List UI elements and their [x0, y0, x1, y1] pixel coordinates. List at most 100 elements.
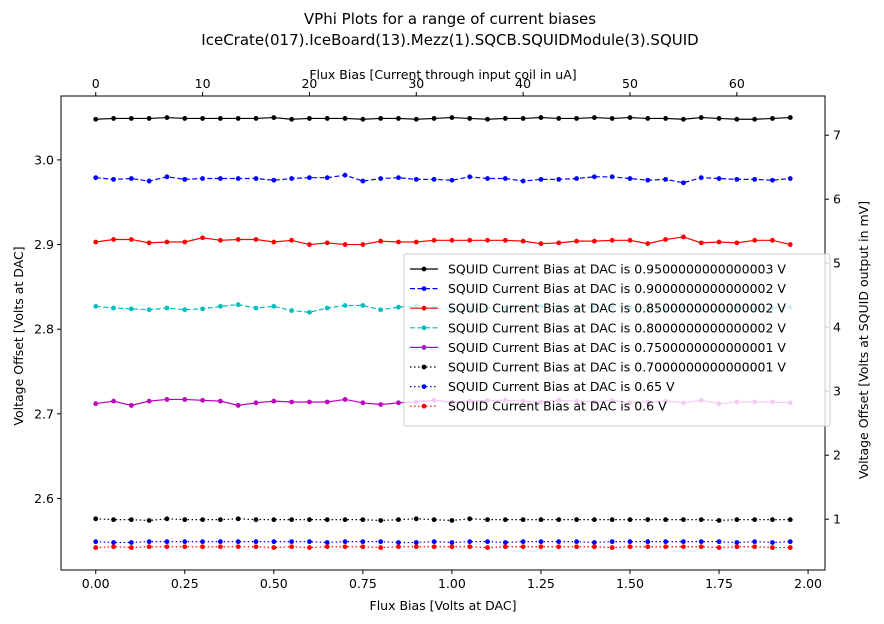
legend-entry: SQUID Current Bias at DAC is 0.800000000…	[410, 320, 786, 335]
x-tick-label: 0.00	[82, 576, 110, 591]
data-point	[324, 175, 330, 181]
data-point	[449, 115, 455, 120]
data-point	[787, 176, 793, 181]
data-point	[467, 116, 473, 121]
data-point	[574, 544, 579, 550]
data-point	[396, 239, 401, 245]
data-point	[645, 177, 651, 183]
data-point	[164, 174, 170, 180]
x2-tick-label: 20	[301, 76, 317, 91]
data-point	[217, 303, 223, 309]
data-point	[716, 239, 722, 245]
data-point	[271, 398, 277, 404]
data-point	[502, 517, 508, 523]
y-tick-label: 2.8	[34, 322, 54, 337]
data-point	[681, 544, 686, 550]
legend-swatch-marker	[421, 364, 427, 370]
data-point	[770, 540, 775, 545]
data-point	[485, 545, 490, 550]
data-point	[645, 241, 651, 247]
data-point	[93, 401, 99, 407]
series-2	[93, 234, 793, 247]
series-line-7	[95, 546, 791, 549]
data-point	[627, 517, 633, 523]
data-point	[217, 544, 223, 550]
data-point	[734, 176, 740, 182]
legend-entry: SQUID Current Bias at DAC is 0.900000000…	[410, 281, 786, 296]
data-point	[93, 539, 99, 545]
data-point	[200, 116, 205, 121]
data-point	[128, 402, 134, 408]
data-point	[182, 116, 188, 121]
data-point	[538, 241, 544, 247]
chart-title-line-1: VPhi Plots for a range of current biases	[304, 10, 596, 28]
data-point	[396, 304, 401, 310]
data-point	[253, 517, 259, 523]
data-point	[645, 539, 651, 545]
data-point	[431, 116, 437, 121]
data-point	[200, 235, 205, 241]
series-5	[93, 516, 793, 523]
data-point	[609, 517, 615, 523]
x-tick-label: 1.50	[616, 576, 644, 591]
data-point	[734, 540, 740, 545]
data-point	[324, 305, 330, 311]
series-line-2	[95, 236, 791, 246]
data-point	[770, 177, 775, 183]
data-point	[342, 172, 348, 178]
data-point	[787, 545, 793, 550]
data-point	[235, 544, 241, 550]
data-point	[520, 544, 526, 550]
data-point	[164, 239, 170, 245]
data-point	[307, 517, 312, 523]
data-point	[413, 540, 419, 545]
data-point	[770, 237, 775, 243]
data-point	[556, 517, 562, 523]
data-point	[431, 539, 437, 545]
data-point	[342, 303, 348, 308]
data-point	[235, 516, 241, 522]
y-tick-label: 2.9	[34, 237, 54, 252]
data-point	[591, 517, 597, 523]
data-point	[360, 116, 366, 122]
x2-axis-label: Flux Bias [Current through input coil in…	[309, 67, 576, 82]
data-point	[591, 115, 597, 120]
data-point	[413, 116, 419, 122]
data-point	[716, 176, 722, 181]
legend-swatch-marker	[421, 305, 427, 311]
data-point	[378, 545, 384, 550]
y-tick-label: 2.7	[34, 406, 54, 421]
data-point	[164, 305, 170, 311]
legend-label: SQUID Current Bias at DAC is 0.700000000…	[448, 360, 786, 375]
data-point	[591, 238, 597, 244]
data-point	[485, 116, 490, 122]
data-point	[396, 544, 401, 550]
data-point	[253, 237, 259, 242]
data-point	[360, 539, 366, 545]
data-point	[681, 234, 686, 240]
series-line-1	[95, 174, 791, 184]
data-point	[289, 176, 295, 181]
data-point	[307, 175, 312, 181]
data-point	[734, 517, 740, 523]
data-point	[271, 239, 277, 245]
data-point	[574, 517, 579, 523]
data-point	[164, 115, 170, 120]
data-point	[217, 237, 223, 243]
data-point	[342, 242, 348, 247]
data-point	[111, 517, 116, 523]
data-point	[217, 116, 223, 121]
data-point	[752, 544, 758, 550]
data-point	[698, 240, 704, 246]
data-point	[182, 539, 188, 545]
data-point	[431, 237, 437, 243]
data-point	[752, 517, 758, 523]
data-point	[752, 237, 758, 243]
data-point	[342, 116, 348, 121]
data-point	[360, 517, 366, 523]
data-point	[271, 539, 277, 545]
data-point	[734, 240, 740, 246]
data-point	[235, 402, 241, 408]
data-point	[111, 176, 116, 182]
data-point	[538, 115, 544, 120]
